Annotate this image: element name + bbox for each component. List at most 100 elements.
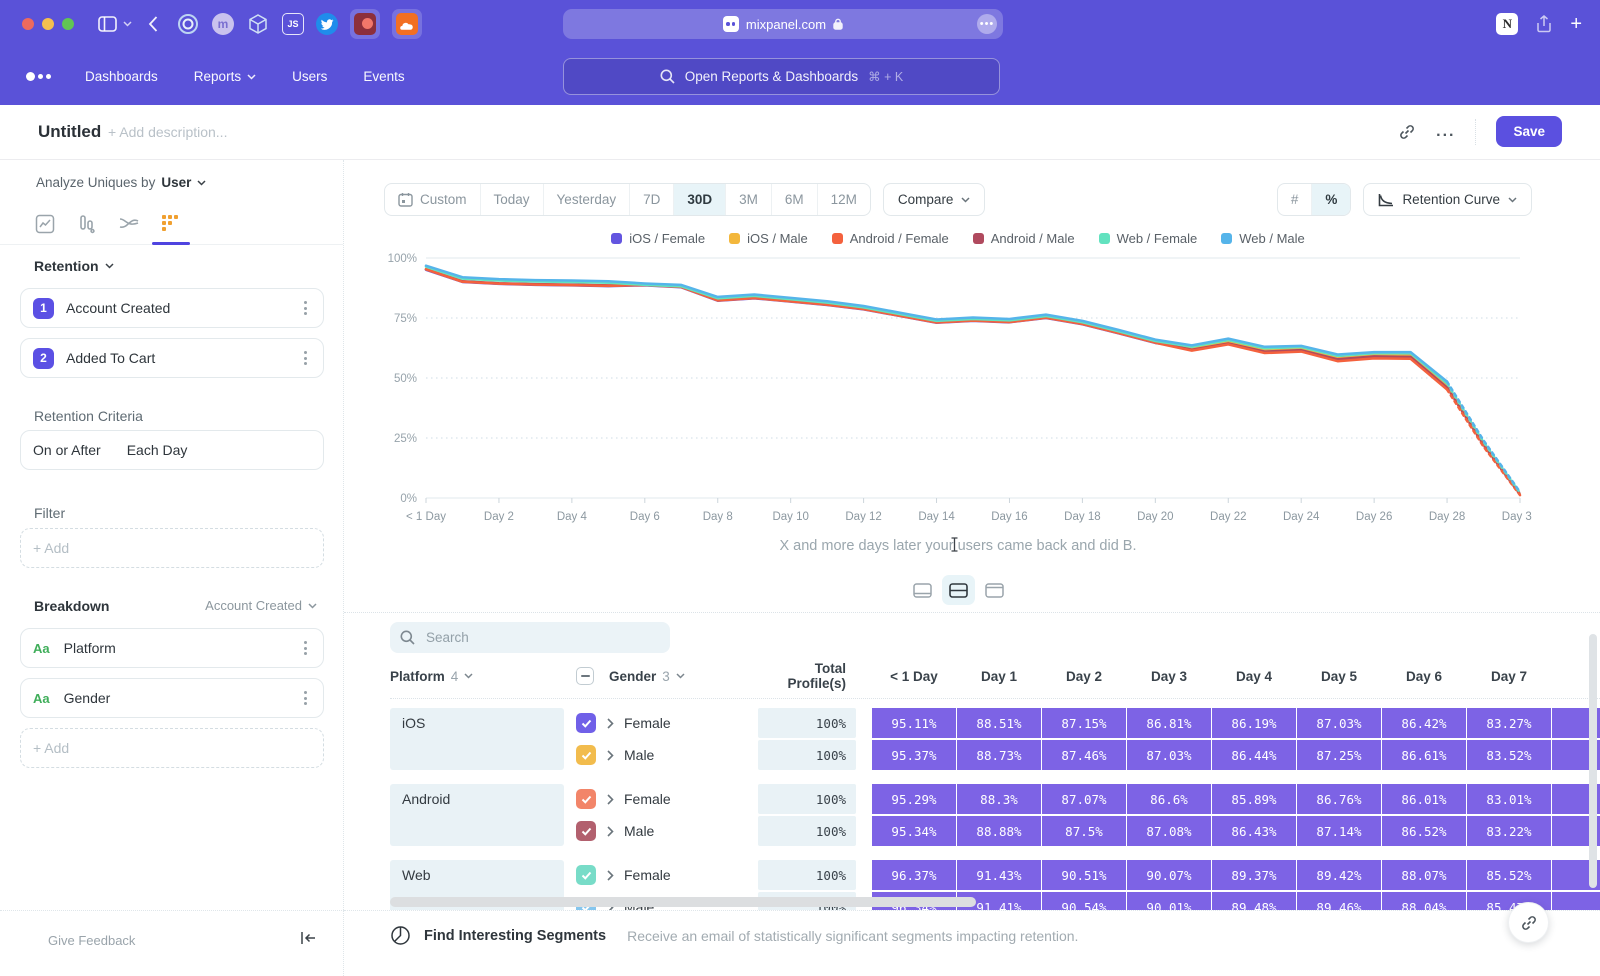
breakdown-platform-card[interactable]: Aa Platform bbox=[20, 628, 324, 668]
layout-chart-only-button[interactable] bbox=[906, 575, 939, 605]
chevron-right-icon[interactable] bbox=[607, 718, 614, 729]
chevron-right-icon[interactable] bbox=[607, 750, 614, 761]
flows-tab-icon[interactable] bbox=[118, 213, 140, 235]
column-header-gender[interactable]: Gender3 bbox=[576, 667, 758, 685]
more-options-button[interactable]: ... bbox=[1436, 123, 1455, 141]
retention-step-a[interactable]: 1 Account Created bbox=[20, 288, 324, 328]
retention-cell-day-1[interactable]: 88.51% bbox=[957, 708, 1041, 738]
range-7d[interactable]: 7D bbox=[630, 184, 674, 215]
series-line-android-female[interactable] bbox=[426, 269, 1447, 389]
retention-cell-day-4[interactable]: 85.89% bbox=[1212, 784, 1296, 814]
column-header-platform[interactable]: Platform4 bbox=[390, 669, 564, 684]
legend-item-3[interactable]: Android / Male bbox=[973, 231, 1075, 246]
range-30d[interactable]: 30D bbox=[674, 184, 726, 215]
maximize-window-button[interactable] bbox=[62, 18, 74, 30]
retention-cell-day-0[interactable]: 95.34% bbox=[872, 816, 956, 846]
retention-cell-day-5[interactable]: 87.25% bbox=[1297, 740, 1381, 770]
target-extension-icon[interactable] bbox=[176, 12, 200, 36]
soundcloud-extension-icon[interactable] bbox=[392, 9, 422, 39]
retention-cell-day-4[interactable]: 89.37% bbox=[1212, 860, 1296, 890]
breakdown-add-button[interactable]: + Add bbox=[20, 728, 324, 768]
indeterminate-checkbox[interactable] bbox=[576, 667, 594, 685]
series-line-ios-female[interactable] bbox=[426, 270, 1447, 386]
criteria-mode-select[interactable]: On or After bbox=[33, 442, 101, 458]
retention-cell-day-6[interactable]: 86.61% bbox=[1382, 740, 1466, 770]
retention-cell-day-7[interactable]: 85.52% bbox=[1467, 860, 1551, 890]
retention-cell-day-6[interactable]: 86.42% bbox=[1382, 708, 1466, 738]
retention-cell-partial[interactable] bbox=[1552, 892, 1600, 910]
retention-cell-day-3[interactable]: 90.01% bbox=[1127, 892, 1211, 910]
m-avatar-extension-icon[interactable]: m bbox=[212, 13, 234, 35]
retention-cell-day-2[interactable]: 90.51% bbox=[1042, 860, 1126, 890]
share-icon[interactable] bbox=[1536, 15, 1552, 33]
retention-cell-day-2[interactable]: 87.5% bbox=[1042, 816, 1126, 846]
retention-cell-day-4[interactable]: 86.44% bbox=[1212, 740, 1296, 770]
legend-item-4[interactable]: Web / Female bbox=[1099, 231, 1198, 246]
chevron-right-icon[interactable] bbox=[607, 870, 614, 881]
retention-cell-day-3[interactable]: 86.81% bbox=[1127, 708, 1211, 738]
share-link-fab[interactable] bbox=[1508, 902, 1549, 943]
retention-cell-day-6[interactable]: 86.52% bbox=[1382, 816, 1466, 846]
retention-cell-day-2[interactable]: 87.07% bbox=[1042, 784, 1126, 814]
analyze-uniques-row[interactable]: Analyze Uniques by User bbox=[36, 175, 206, 190]
horizontal-scrollbar[interactable] bbox=[390, 897, 976, 907]
retention-cell-day-1[interactable]: 88.3% bbox=[957, 784, 1041, 814]
copy-link-icon[interactable] bbox=[1398, 123, 1416, 141]
layout-split-button[interactable] bbox=[942, 575, 975, 605]
kebab-menu-icon[interactable] bbox=[300, 347, 311, 369]
nav-item-users[interactable]: Users bbox=[292, 69, 327, 84]
save-button[interactable]: Save bbox=[1496, 116, 1562, 147]
chart-type-select[interactable]: Retention Curve bbox=[1363, 183, 1532, 216]
breakdown-scope-select[interactable]: Account Created bbox=[205, 598, 317, 613]
retention-cell-day-5[interactable]: 87.14% bbox=[1297, 816, 1381, 846]
retention-cell-day-3[interactable]: 87.08% bbox=[1127, 816, 1211, 846]
retention-cell-day-5[interactable]: 89.42% bbox=[1297, 860, 1381, 890]
layout-table-only-button[interactable] bbox=[978, 575, 1011, 605]
breakdown-gender-card[interactable]: Aa Gender bbox=[20, 678, 324, 718]
range-yesterday[interactable]: Yesterday bbox=[544, 184, 631, 215]
find-interesting-segments[interactable]: Find Interesting Segments Receive an ema… bbox=[390, 925, 1078, 946]
retention-cell-day-0[interactable]: 95.29% bbox=[872, 784, 956, 814]
close-window-button[interactable] bbox=[22, 18, 34, 30]
retention-cell-day-6[interactable]: 88.04% bbox=[1382, 892, 1466, 910]
retention-cell-day-2[interactable]: 87.15% bbox=[1042, 708, 1126, 738]
range-6m[interactable]: 6M bbox=[772, 184, 818, 215]
unit-absolute-button[interactable]: # bbox=[1278, 184, 1313, 215]
legend-item-1[interactable]: iOS / Male bbox=[729, 231, 808, 246]
give-feedback-link[interactable]: Give Feedback bbox=[48, 933, 135, 948]
collapse-sidebar-icon[interactable] bbox=[300, 931, 316, 945]
nav-item-reports[interactable]: Reports bbox=[194, 69, 256, 84]
kebab-menu-icon[interactable] bbox=[300, 297, 311, 319]
insights-tab-icon[interactable] bbox=[34, 213, 56, 235]
legend-item-0[interactable]: iOS / Female bbox=[611, 231, 705, 246]
filter-add-button[interactable]: + Add bbox=[20, 528, 324, 568]
table-search-input[interactable] bbox=[390, 622, 670, 653]
series-checkbox[interactable] bbox=[576, 821, 596, 841]
bird-extension-icon[interactable] bbox=[316, 13, 338, 35]
series-checkbox[interactable] bbox=[576, 745, 596, 765]
js-extension-icon[interactable]: JS bbox=[282, 13, 304, 35]
retention-cell-day-0[interactable]: 95.11% bbox=[872, 708, 956, 738]
report-title[interactable]: Untitled bbox=[38, 122, 101, 142]
unit-percent-button[interactable]: % bbox=[1312, 184, 1350, 215]
retention-cell-day-3[interactable]: 87.03% bbox=[1127, 740, 1211, 770]
retention-cell-day-7[interactable]: 83.01% bbox=[1467, 784, 1551, 814]
retention-cell-day-4[interactable]: 89.48% bbox=[1212, 892, 1296, 910]
red-panel-extension-icon[interactable] bbox=[350, 9, 380, 39]
legend-item-5[interactable]: Web / Male bbox=[1221, 231, 1305, 246]
nav-item-events[interactable]: Events bbox=[363, 69, 404, 84]
global-search-button[interactable]: Open Reports & Dashboards ⌘ + K bbox=[563, 58, 1000, 95]
browser-back-icon[interactable] bbox=[148, 16, 158, 32]
retention-cell-day-5[interactable]: 89.46% bbox=[1297, 892, 1381, 910]
retention-cell-day-6[interactable]: 86.01% bbox=[1382, 784, 1466, 814]
retention-cell-day-1[interactable]: 88.73% bbox=[957, 740, 1041, 770]
browser-address-bar[interactable]: mixpanel.com ••• bbox=[563, 9, 1003, 39]
retention-cell-day-0[interactable]: 96.37% bbox=[872, 860, 956, 890]
compare-button[interactable]: Compare bbox=[883, 183, 986, 216]
chevron-right-icon[interactable] bbox=[607, 826, 614, 837]
retention-cell-day-2[interactable]: 87.46% bbox=[1042, 740, 1126, 770]
minimize-window-button[interactable] bbox=[42, 18, 54, 30]
retention-cell-day-2[interactable]: 90.54% bbox=[1042, 892, 1126, 910]
retention-cell-day-4[interactable]: 86.43% bbox=[1212, 816, 1296, 846]
retention-tab-icon[interactable] bbox=[160, 213, 182, 235]
